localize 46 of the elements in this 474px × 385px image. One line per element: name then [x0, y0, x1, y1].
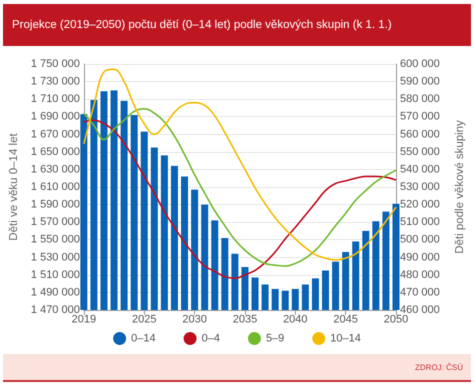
legend-label: 0–14: [131, 332, 156, 344]
chart-title: Projekce (2019–2050) počtu dětí (0–14 let) podle věkových skupin (k 1. 1.): [3, 4, 471, 46]
legend-label: 5–9: [266, 332, 284, 344]
y2-tick-label: 530 000: [400, 181, 440, 193]
x-tick-label: 2035: [232, 314, 258, 326]
y2-tick-label: 470 000: [400, 286, 440, 298]
y2-tick-label: 490 000: [400, 251, 440, 264]
y2-tick-label: 570 000: [400, 110, 440, 123]
y-tick-label: 1 570 000: [30, 216, 80, 228]
line-series: [83, 68, 397, 261]
x-tick-label: 2030: [182, 314, 207, 326]
y2-tick-label: 510 000: [400, 216, 440, 228]
x-tick-label: 2045: [333, 314, 358, 326]
y-tick-label: 1 530 000: [30, 251, 80, 264]
legend-label: 10–14: [330, 332, 361, 344]
y-tick-label: 1 510 000: [30, 268, 80, 281]
y-tick-label: 1 670 000: [30, 128, 80, 140]
y-tick-label: 1 470 000: [30, 304, 80, 316]
x-tick-label: 2025: [132, 314, 156, 326]
y2-tick-label: 590 000: [400, 76, 440, 88]
y-tick-label: 1 650 000: [30, 146, 80, 158]
x-tick-label: 2050: [384, 314, 408, 326]
y-tick-label: 1 750 000: [30, 58, 80, 70]
y-tick-label: 1 630 000: [30, 163, 80, 176]
y2-axis-title: Děti podle věkové skupiny: [454, 120, 466, 254]
y2-tick-label: 600 000: [400, 58, 440, 70]
y-tick-label: 1 550 000: [30, 234, 80, 246]
y2-tick-label: 540 000: [400, 163, 440, 176]
y2-tick-label: 550 000: [400, 146, 440, 158]
y2-tick-label: 480 000: [400, 268, 440, 281]
x-tick-label: 2019: [72, 314, 96, 326]
y2-tick-label: 500 000: [400, 234, 440, 246]
y2-tick-label: 460 000: [400, 304, 440, 316]
y-tick-label: 1 730 000: [30, 76, 80, 88]
y-tick-label: 1 690 000: [30, 110, 80, 123]
legend-label: 0–4: [202, 332, 220, 344]
text: ZDROJ: ČSÚ: [415, 362, 463, 372]
y-axis-title: Děti ve věku 0–14 let: [8, 132, 20, 241]
y2-tick-label: 520 000: [400, 198, 440, 211]
y-tick-label: 1 490 000: [30, 286, 80, 298]
y2-tick-label: 560 000: [400, 128, 440, 140]
y-tick-label: 1 710 000: [30, 93, 80, 106]
y-tick-label: 1 610 000: [30, 181, 80, 193]
x-tick-label: 2040: [283, 314, 308, 326]
y-tick-label: 1 590 000: [30, 198, 80, 211]
y2-tick-label: 580 000: [400, 93, 440, 106]
